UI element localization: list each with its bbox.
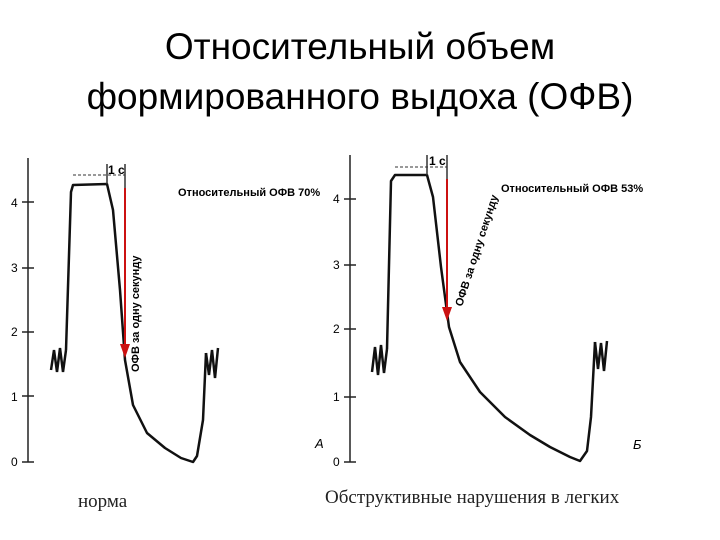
expiration-curve xyxy=(385,173,597,463)
slide-title: Относительный объем формированного выдох… xyxy=(0,22,720,122)
y-tick-label: 2 xyxy=(333,322,340,336)
title-line-1: Относительный объем xyxy=(164,26,556,67)
y-tick-label: 0 xyxy=(11,455,18,469)
caption-obstructive: Обструктивные нарушения в легких xyxy=(325,487,620,508)
spirogram-obstructive: 4 3 2 1 0 1 с ОФВ за одну секунду Относи… xyxy=(333,154,643,469)
fev1-arrow-head xyxy=(442,307,452,321)
tidal-breathing-end xyxy=(204,347,220,379)
tidal-breathing-start xyxy=(370,344,389,376)
interval-label: 1 с xyxy=(108,163,125,177)
tidal-breathing-end xyxy=(593,340,609,372)
expiration-curve xyxy=(64,182,208,464)
y-tick-label: 2 xyxy=(11,325,18,339)
y-tick-label: 3 xyxy=(333,258,340,272)
fev1-vertical-label: ОФВ за одну секунду xyxy=(453,193,501,308)
y-tick-label: 3 xyxy=(11,261,18,275)
y-tick-label: 1 xyxy=(11,390,18,404)
y-tick-marks xyxy=(22,201,34,463)
tidal-breathing-start xyxy=(49,347,68,373)
y-tick-label: 0 xyxy=(333,455,340,469)
relative-fev-label: Относительный ОФВ 53% xyxy=(501,183,643,195)
y-tick-label: 4 xyxy=(11,196,18,210)
fev1-vertical-label: ОФВ за одну секунду xyxy=(130,255,142,372)
y-tick-marks xyxy=(344,198,356,463)
spirogram-normal: 4 3 2 1 0 1 с ОФВ за одну секунду Относи… xyxy=(11,158,324,469)
interval-label: 1 с xyxy=(429,154,446,168)
relative-fev-label: Относительный ОФВ 70% xyxy=(178,187,320,199)
y-tick-label: 1 xyxy=(333,390,340,404)
panel-letter: Б xyxy=(633,437,642,452)
caption-normal: норма xyxy=(78,491,128,512)
y-tick-label: 4 xyxy=(333,192,340,206)
title-line-2: формированного выдоха (ОФВ) xyxy=(86,76,634,117)
panel-letter: А xyxy=(314,436,324,451)
fev1-arrow-head xyxy=(120,344,130,358)
